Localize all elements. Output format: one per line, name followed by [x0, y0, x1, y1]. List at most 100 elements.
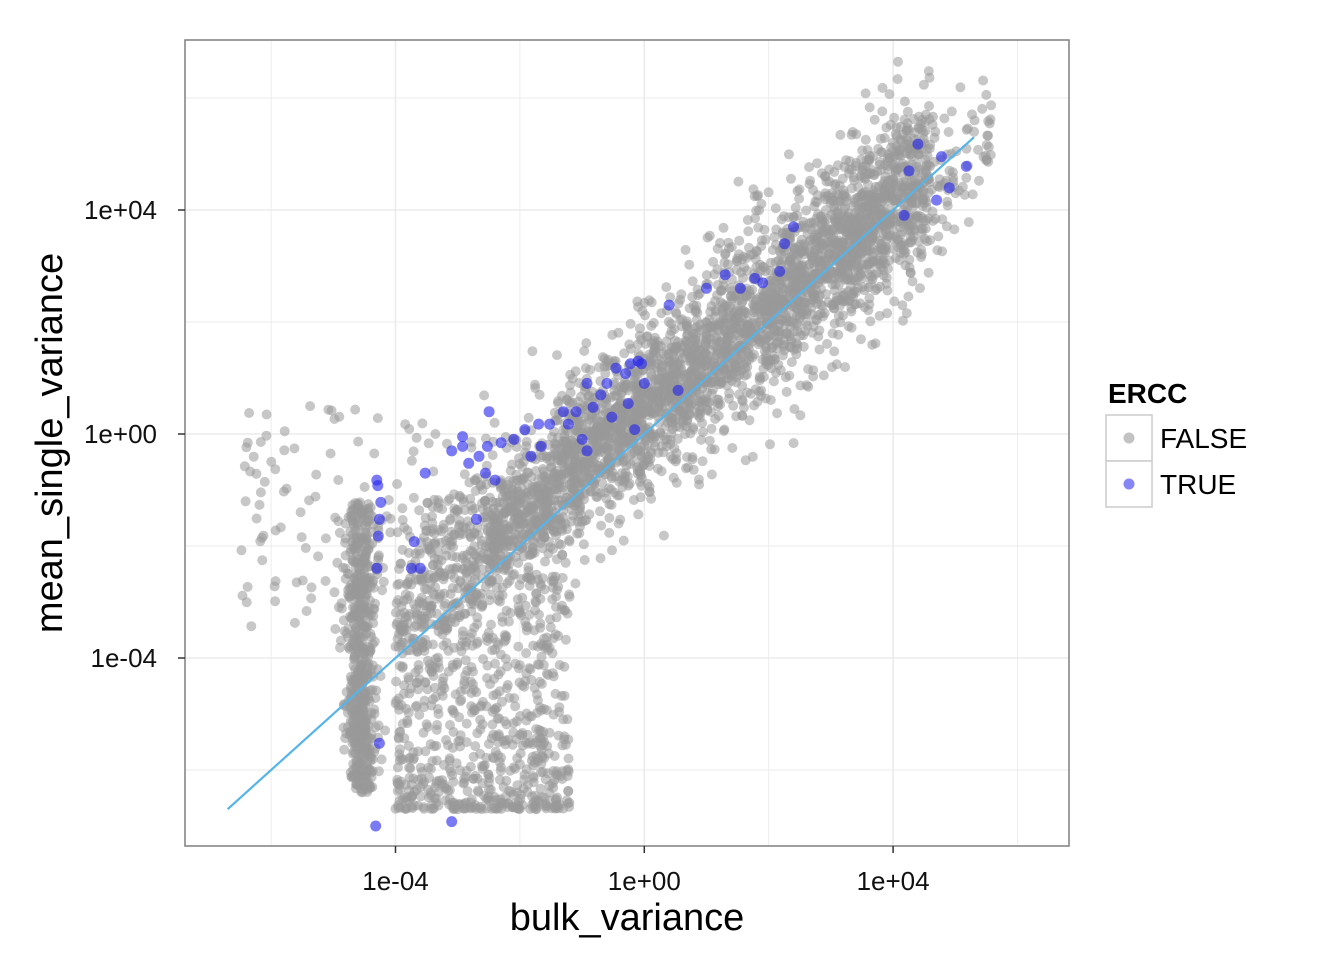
- point-false: [469, 574, 480, 585]
- point-false: [907, 276, 918, 287]
- point-false: [609, 487, 620, 498]
- point-false: [709, 444, 720, 455]
- point-false: [391, 598, 402, 609]
- point-false: [458, 778, 469, 789]
- point-false: [665, 439, 676, 449]
- point-false: [780, 372, 791, 383]
- point-false: [794, 193, 805, 204]
- point-false: [635, 467, 646, 478]
- point-false: [360, 520, 371, 531]
- point-false: [460, 655, 471, 666]
- point-false: [556, 604, 567, 615]
- point-false: [348, 746, 359, 757]
- point-false: [820, 289, 831, 300]
- point-false: [513, 453, 524, 464]
- point-false: [752, 396, 763, 407]
- point-false: [413, 660, 424, 670]
- point-false: [366, 729, 377, 740]
- point-false: [521, 708, 532, 719]
- point-false: [568, 468, 579, 479]
- point-false: [417, 766, 428, 777]
- point-false: [829, 285, 840, 296]
- point-false: [510, 802, 521, 813]
- point-false: [796, 222, 807, 233]
- point-false: [788, 211, 799, 222]
- point-false: [723, 237, 734, 248]
- point-false: [833, 310, 844, 321]
- point-false: [373, 766, 384, 777]
- point-false: [576, 391, 586, 402]
- point-false: [468, 751, 479, 762]
- point-false: [392, 778, 403, 789]
- point-false: [339, 744, 350, 755]
- point-false: [881, 230, 892, 240]
- point-false: [816, 211, 826, 222]
- point-false: [534, 389, 545, 400]
- point-false: [350, 404, 361, 415]
- point-false: [677, 406, 688, 417]
- point-false: [739, 262, 750, 273]
- point-false: [548, 448, 559, 459]
- point-false: [715, 237, 725, 248]
- point-false: [661, 282, 672, 293]
- point-false: [874, 310, 885, 321]
- point-false: [792, 339, 803, 350]
- point-false: [643, 405, 654, 416]
- point-false: [416, 576, 427, 587]
- point-false: [924, 101, 934, 111]
- point-false: [864, 293, 875, 304]
- point-false: [829, 238, 840, 249]
- point-false: [604, 527, 615, 538]
- point-false: [422, 498, 433, 508]
- point-false: [383, 495, 394, 505]
- point-false: [278, 486, 289, 497]
- point-false: [557, 482, 568, 493]
- point-false: [548, 766, 559, 776]
- point-false: [570, 366, 581, 377]
- point-false: [671, 342, 682, 353]
- point-false: [869, 114, 880, 125]
- point-false: [529, 683, 540, 693]
- point-false: [557, 740, 568, 751]
- point-false: [428, 639, 438, 650]
- point-false: [840, 201, 851, 212]
- point-false: [557, 549, 568, 560]
- point-false: [650, 441, 660, 452]
- point-false: [378, 576, 389, 587]
- point-false: [530, 596, 541, 607]
- point-false: [399, 688, 409, 699]
- point-false: [648, 429, 659, 440]
- point-false: [352, 499, 363, 510]
- point-false: [679, 369, 690, 380]
- point-false: [444, 763, 455, 774]
- point-false: [255, 487, 266, 498]
- point-false: [901, 308, 912, 319]
- point-false: [806, 251, 817, 262]
- point-false: [544, 787, 555, 798]
- point-false: [432, 704, 443, 714]
- point-false: [905, 267, 916, 278]
- point-false: [759, 288, 770, 299]
- point-false: [454, 765, 465, 776]
- point-false: [481, 803, 492, 814]
- point-false: [681, 463, 691, 474]
- point-false: [691, 407, 702, 418]
- point-false: [488, 690, 499, 701]
- point-false: [347, 536, 358, 547]
- point-false: [353, 611, 364, 622]
- point-false: [884, 89, 895, 100]
- point-false: [671, 308, 682, 319]
- point-false: [595, 506, 605, 517]
- point-false: [522, 467, 533, 478]
- point-false: [394, 749, 405, 760]
- point-false: [522, 729, 533, 740]
- point-false: [403, 740, 414, 751]
- point-false: [543, 517, 554, 528]
- point-false: [522, 516, 533, 527]
- point-false: [519, 774, 530, 785]
- point-false: [752, 333, 763, 344]
- point-false: [893, 56, 903, 67]
- point-false: [564, 396, 575, 407]
- point-false: [661, 336, 672, 347]
- point-false: [565, 380, 575, 391]
